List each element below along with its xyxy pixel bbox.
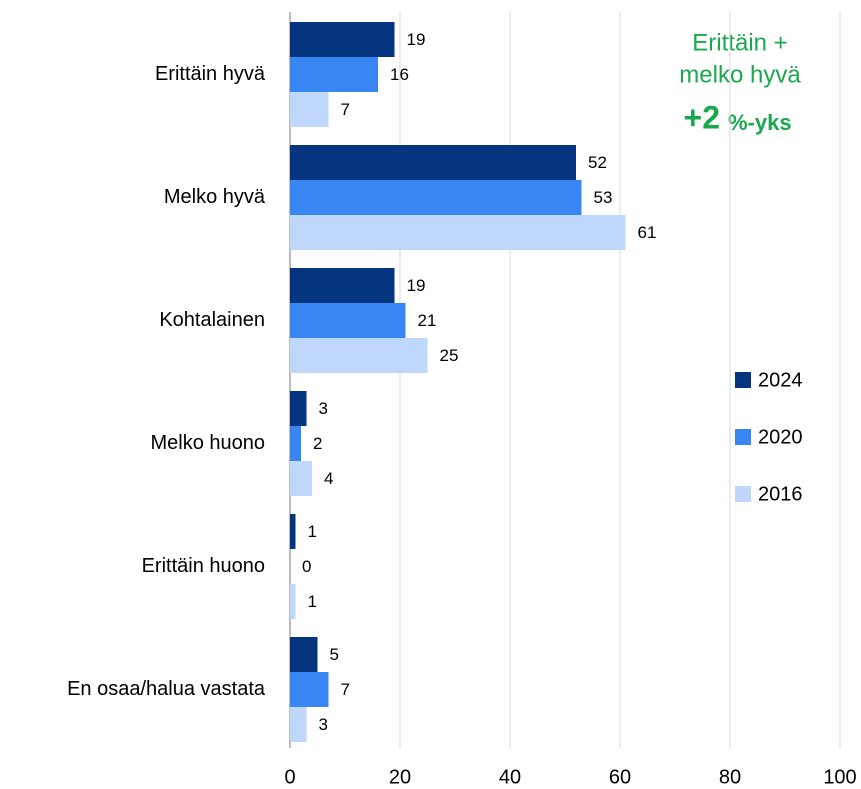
y-tick-label: Erittäin hyvä	[155, 63, 266, 85]
data-label: 7	[341, 680, 350, 699]
data-label: 1	[308, 522, 317, 541]
bar	[290, 92, 329, 127]
data-label: 5	[330, 645, 339, 664]
annotation-value: +2	[684, 99, 720, 135]
x-tick-label: 40	[499, 766, 521, 788]
data-label: 61	[638, 223, 657, 242]
bar	[290, 707, 307, 742]
bar	[290, 57, 378, 92]
y-tick-label: En osaa/halua vastata	[67, 678, 266, 700]
data-label: 21	[418, 311, 437, 330]
bar	[290, 637, 318, 672]
bar	[290, 426, 301, 461]
data-label: 53	[594, 188, 613, 207]
x-tick-label: 60	[609, 766, 631, 788]
data-label: 0	[302, 557, 311, 576]
x-tick-label: 0	[284, 766, 295, 788]
bar	[290, 145, 576, 180]
y-tick-label: Kohtalainen	[159, 309, 265, 331]
bar	[290, 672, 329, 707]
bar	[290, 461, 312, 496]
data-label: 1	[308, 592, 317, 611]
annotation-line: melko hyvä	[679, 61, 801, 88]
bar	[290, 514, 296, 549]
data-label: 2	[313, 434, 322, 453]
y-tick-label: Erittäin huono	[142, 555, 265, 577]
data-label: 52	[588, 153, 607, 172]
bar	[290, 303, 406, 338]
y-tick-label: Melko hyvä	[164, 186, 266, 208]
bar	[290, 268, 395, 303]
data-label: 25	[440, 346, 459, 365]
legend-swatch	[735, 429, 751, 445]
legend-swatch	[735, 486, 751, 502]
legend-label: 2024	[758, 369, 803, 391]
data-label: 3	[319, 399, 328, 418]
data-label: 16	[390, 65, 409, 84]
x-tick-label: 100	[823, 766, 856, 788]
bar	[290, 215, 626, 250]
bar	[290, 584, 296, 619]
data-label: 4	[324, 469, 333, 488]
data-label: 19	[407, 30, 426, 49]
bar	[290, 22, 395, 57]
data-label: 7	[341, 100, 350, 119]
annotation-unit: %-yks	[728, 110, 792, 135]
legend-label: 2020	[758, 426, 803, 448]
x-tick-label: 80	[719, 766, 741, 788]
y-tick-label: Melko huono	[150, 432, 265, 454]
annotation-line: Erittäin +	[692, 29, 787, 56]
bar	[290, 338, 428, 373]
data-label: 19	[407, 276, 426, 295]
x-tick-label: 20	[389, 766, 411, 788]
bar	[290, 391, 307, 426]
bar	[290, 180, 582, 215]
data-label: 3	[319, 715, 328, 734]
legend-swatch	[735, 372, 751, 388]
legend-label: 2016	[758, 483, 803, 505]
